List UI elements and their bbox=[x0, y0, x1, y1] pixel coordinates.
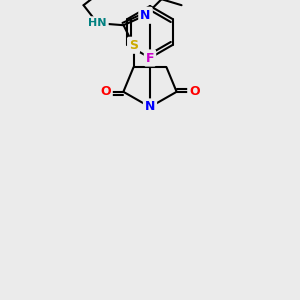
Text: F: F bbox=[146, 52, 154, 64]
Text: O: O bbox=[100, 85, 111, 98]
Text: HN: HN bbox=[88, 18, 107, 28]
Text: N: N bbox=[140, 9, 151, 22]
Text: HN: HN bbox=[88, 18, 107, 28]
Text: O: O bbox=[189, 85, 200, 98]
Text: S: S bbox=[129, 39, 138, 52]
Text: N: N bbox=[140, 9, 151, 22]
Text: O: O bbox=[189, 85, 200, 98]
Text: N: N bbox=[145, 100, 155, 113]
Text: F: F bbox=[146, 52, 154, 64]
Text: N: N bbox=[145, 100, 155, 113]
Text: O: O bbox=[100, 85, 111, 98]
Text: S: S bbox=[129, 39, 138, 52]
